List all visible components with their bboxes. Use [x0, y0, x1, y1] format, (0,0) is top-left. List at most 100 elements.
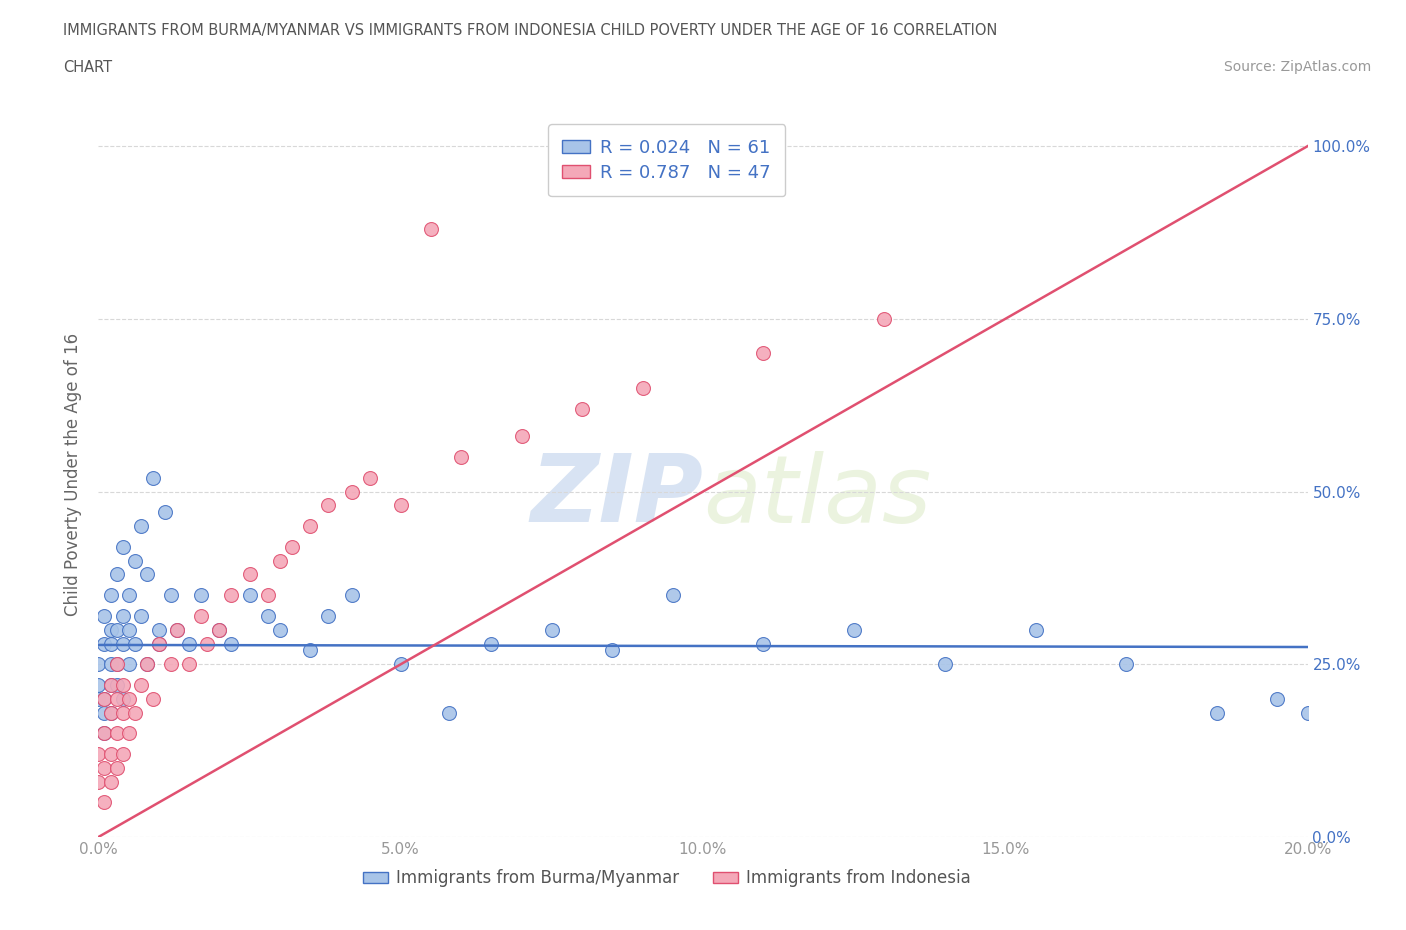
- Point: [269, 622, 291, 637]
- Point: [105, 691, 128, 706]
- Point: [1024, 622, 1046, 637]
- Text: Source: ZipAtlas.com: Source: ZipAtlas.com: [1223, 60, 1371, 74]
- Point: [208, 622, 231, 637]
- Point: [934, 657, 956, 671]
- Text: atlas: atlas: [703, 450, 931, 541]
- Point: [148, 622, 170, 637]
- Point: [752, 636, 775, 651]
- Point: [100, 705, 122, 720]
- Point: [299, 519, 322, 534]
- Point: [239, 588, 262, 603]
- Point: [631, 380, 654, 395]
- Point: [111, 678, 134, 693]
- Point: [105, 567, 128, 582]
- Point: [124, 636, 146, 651]
- Point: [420, 221, 443, 236]
- Point: [87, 747, 110, 762]
- Point: [118, 588, 141, 603]
- Point: [111, 539, 134, 554]
- Point: [844, 622, 866, 637]
- Point: [179, 636, 201, 651]
- Point: [153, 505, 176, 520]
- Point: [129, 608, 152, 623]
- Point: [124, 705, 146, 720]
- Point: [93, 726, 115, 741]
- Point: [148, 636, 170, 651]
- Point: [208, 622, 231, 637]
- Point: [118, 726, 141, 741]
- Point: [179, 657, 201, 671]
- Point: [111, 636, 134, 651]
- Point: [256, 588, 278, 603]
- Point: [437, 705, 460, 720]
- Point: [105, 657, 128, 671]
- Point: [360, 471, 382, 485]
- Point: [342, 588, 364, 603]
- Point: [105, 622, 128, 637]
- Text: IMMIGRANTS FROM BURMA/MYANMAR VS IMMIGRANTS FROM INDONESIA CHILD POVERTY UNDER T: IMMIGRANTS FROM BURMA/MYANMAR VS IMMIGRA…: [63, 23, 998, 38]
- Point: [100, 657, 122, 671]
- Point: [221, 588, 243, 603]
- Point: [873, 312, 896, 326]
- Point: [100, 678, 122, 693]
- Point: [160, 588, 183, 603]
- Point: [602, 643, 624, 658]
- Point: [1206, 705, 1229, 720]
- Point: [281, 539, 304, 554]
- Point: [124, 553, 146, 568]
- Point: [100, 775, 122, 790]
- Point: [93, 761, 115, 776]
- Point: [316, 608, 339, 623]
- Point: [93, 608, 115, 623]
- Point: [299, 643, 322, 658]
- Point: [166, 622, 188, 637]
- Point: [389, 498, 412, 512]
- Point: [190, 588, 212, 603]
- Point: [105, 726, 128, 741]
- Point: [661, 588, 683, 603]
- Point: [148, 636, 170, 651]
- Point: [129, 519, 152, 534]
- Point: [269, 553, 291, 568]
- Point: [450, 449, 472, 464]
- Point: [239, 567, 262, 582]
- Point: [87, 775, 110, 790]
- Point: [166, 622, 188, 637]
- Point: [93, 705, 115, 720]
- Point: [105, 657, 128, 671]
- Point: [87, 657, 110, 671]
- Point: [105, 678, 128, 693]
- Point: [93, 795, 115, 810]
- Point: [342, 485, 364, 499]
- Point: [111, 691, 134, 706]
- Point: [118, 657, 141, 671]
- Point: [190, 608, 212, 623]
- Point: [118, 622, 141, 637]
- Point: [111, 608, 134, 623]
- Point: [389, 657, 412, 671]
- Point: [481, 636, 503, 651]
- Point: [87, 678, 110, 693]
- Point: [571, 401, 593, 416]
- Point: [93, 636, 115, 651]
- Text: CHART: CHART: [63, 60, 112, 75]
- Point: [221, 636, 243, 651]
- Point: [160, 657, 183, 671]
- Point: [100, 636, 122, 651]
- Point: [93, 691, 115, 706]
- Point: [135, 657, 157, 671]
- Point: [1296, 705, 1319, 720]
- Point: [195, 636, 218, 651]
- Point: [100, 678, 122, 693]
- Point: [105, 761, 128, 776]
- Point: [111, 747, 134, 762]
- Point: [100, 705, 122, 720]
- Point: [1115, 657, 1137, 671]
- Legend: Immigrants from Burma/Myanmar, Immigrants from Indonesia: Immigrants from Burma/Myanmar, Immigrant…: [356, 863, 977, 894]
- Point: [135, 657, 157, 671]
- Point: [1267, 691, 1289, 706]
- Point: [142, 471, 165, 485]
- Point: [316, 498, 339, 512]
- Point: [100, 588, 122, 603]
- Point: [135, 567, 157, 582]
